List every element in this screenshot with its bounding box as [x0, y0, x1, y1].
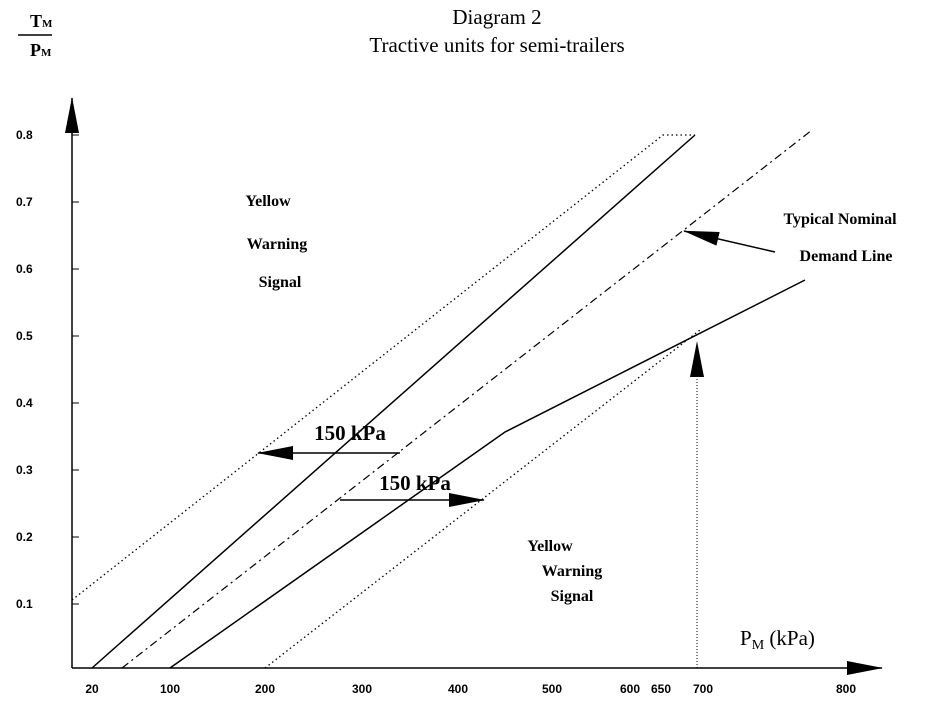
y-label-num: TM	[30, 11, 53, 31]
x-tick-label: 100	[160, 682, 180, 696]
x-tick-label: 700	[693, 682, 713, 696]
upper-dotted-limit	[71, 134, 695, 601]
x-tick-label: 200	[255, 682, 275, 696]
title: Diagram 2	[452, 5, 541, 29]
y-tick-label: 0.5	[16, 329, 33, 343]
x-tick-label: 20	[85, 682, 99, 696]
x-tick-label: 650	[651, 682, 671, 696]
subtitle: Tractive units for semi-trailers	[369, 33, 624, 57]
x-tick-label: 800	[836, 682, 856, 696]
y-ticks: 0.1 0.2 0.3 0.4 0.5 0.6 0.7 0.8	[16, 128, 79, 611]
y-tick-label: 0.8	[16, 128, 33, 142]
lower-dotted-limit	[264, 329, 701, 669]
y-tick-label: 0.7	[16, 195, 33, 209]
demand-arrow	[683, 230, 776, 253]
lower-offset-label: 150 kPa	[379, 471, 451, 495]
demand-label: Typical Nominal	[783, 211, 897, 228]
y-tick-label: 0.1	[16, 597, 33, 611]
x-tick-label: 300	[352, 682, 372, 696]
y-label-den: PM	[30, 40, 52, 60]
x-tick-label: 600	[620, 682, 640, 696]
lower-solid-limit	[169, 279, 806, 669]
x-tick-label: 400	[448, 682, 468, 696]
y-tick-label: 0.4	[16, 396, 33, 410]
y-tick-label: 0.2	[16, 530, 33, 544]
demand-line	[121, 129, 813, 669]
region-label: Yellow	[527, 538, 573, 555]
x-axis-label: PM (kPa)	[740, 626, 815, 653]
upper-solid-limit	[91, 134, 696, 669]
y-axis-label: TM PM	[18, 11, 53, 60]
region-label: Signal	[551, 588, 594, 605]
region-label: Signal	[259, 274, 302, 291]
region-label: Warning	[247, 236, 307, 253]
region-label: Yellow	[245, 193, 291, 210]
x-ticks: 20 100 200 300 400 500 600 650 700 800	[85, 682, 856, 696]
x-tick-label: 500	[542, 682, 562, 696]
region-label: Warning	[542, 563, 602, 580]
demand-label: Demand Line	[800, 248, 893, 265]
y-tick-label: 0.3	[16, 463, 33, 477]
upper-offset-label: 150 kPa	[314, 421, 386, 445]
y-tick-label: 0.6	[16, 262, 33, 276]
